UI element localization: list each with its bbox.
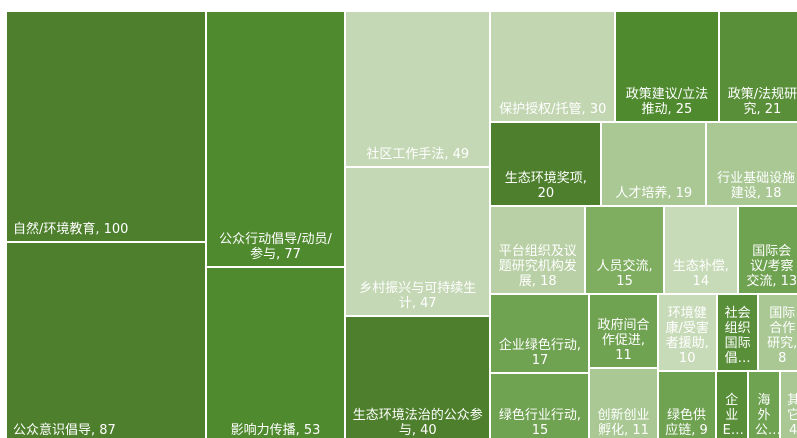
tile: 社区工作手法, 49 <box>346 12 490 166</box>
tile: 环境健康/受害者援助, 10 <box>658 294 716 371</box>
tile-label: 国际会议/考察交流, 13 <box>746 243 797 289</box>
tile-label: 行业基础设施建设, 18 <box>717 170 796 201</box>
tile-label: 生态环境奖项, 20 <box>504 170 587 201</box>
tile: 绿色供应链, 9 <box>658 372 715 438</box>
tile-label: 保护授权/托管, 30 <box>499 102 607 118</box>
tile: 公众意识倡导, 87 <box>7 243 205 438</box>
tile-label: 社区工作手法, 49 <box>366 146 470 162</box>
tile-label: 其它, 4 <box>787 392 797 438</box>
tile-label: 国际合作研究, 8 <box>767 306 797 367</box>
tile: 影响力传播, 53 <box>207 267 345 438</box>
tile: 企业绿色行动, 17 <box>491 294 589 372</box>
tile: 海外公… <box>748 372 780 438</box>
tile: 政策/法规研究, 21 <box>719 12 797 122</box>
tile: 政府间合作促进, 11 <box>590 294 657 368</box>
tile-label: 创新创业孵化, 11 <box>597 407 650 438</box>
tile: 国际会议/考察交流, 13 <box>738 206 797 293</box>
tile-label: 公众意识倡导, 87 <box>13 422 116 438</box>
tile: 人才培养, 19 <box>602 123 706 205</box>
tile-label: 海外公… <box>754 392 780 438</box>
tile-label: 社会组织国际倡… <box>724 306 751 367</box>
tile-label: 企业E… <box>722 392 744 438</box>
tile-label: 影响力传播, 53 <box>230 422 321 438</box>
tile: 公众行动倡导/动员/参与, 77 <box>207 12 345 266</box>
tile-label: 绿色行业行动, 15 <box>498 407 582 438</box>
tile-label: 政策/法规研究, 21 <box>727 87 797 118</box>
tile-label: 绿色供应链, 9 <box>665 407 708 438</box>
tile: 平台组织及议题研究机构发展, 18 <box>491 206 585 293</box>
tile: 创新创业孵化, 11 <box>590 369 657 438</box>
tile-label: 企业绿色行动, 17 <box>498 337 582 368</box>
tile-label: 自然/环境教育, 100 <box>13 222 129 238</box>
tile: 社会组织国际倡… <box>717 294 758 371</box>
tile-label: 乡村振兴与可持续生计, 47 <box>359 280 477 311</box>
tile: 保护授权/托管, 30 <box>491 12 615 122</box>
tile: 其它, 4 <box>781 372 797 438</box>
tile-label: 平台组织及议题研究机构发展, 18 <box>498 243 577 289</box>
tile-label: 环境健康/受害者援助, 10 <box>665 306 709 367</box>
tile-label: 人才培养, 19 <box>615 185 693 201</box>
tile: 人员交流, 15 <box>586 206 664 293</box>
tile: 生态补偿, 14 <box>665 206 737 293</box>
tile: 国际合作研究, 8 <box>759 294 797 371</box>
tile: 生态环境奖项, 20 <box>491 123 601 205</box>
tile-label: 政策建议/立法推动, 25 <box>625 87 709 118</box>
tile-label: 政府间合作促进, 11 <box>597 318 650 364</box>
tile: 政策建议/立法推动, 25 <box>616 12 718 122</box>
tile: 行业基础设施建设, 18 <box>707 123 797 205</box>
tile: 绿色行业行动, 15 <box>491 373 589 438</box>
tile-label: 公众行动倡导/动员/参与, 77 <box>219 231 332 262</box>
tile-label: 生态环境法治的公众参与, 40 <box>352 407 483 438</box>
tile: 生态环境法治的公众参与, 40 <box>346 316 490 438</box>
tile: 企业E… <box>716 372 747 438</box>
tile-label: 生态补偿, 14 <box>672 258 729 289</box>
tile-label: 人员交流, 15 <box>596 258 653 289</box>
tile: 自然/环境教育, 100 <box>7 12 205 242</box>
tile: 乡村振兴与可持续生计, 47 <box>346 167 490 315</box>
